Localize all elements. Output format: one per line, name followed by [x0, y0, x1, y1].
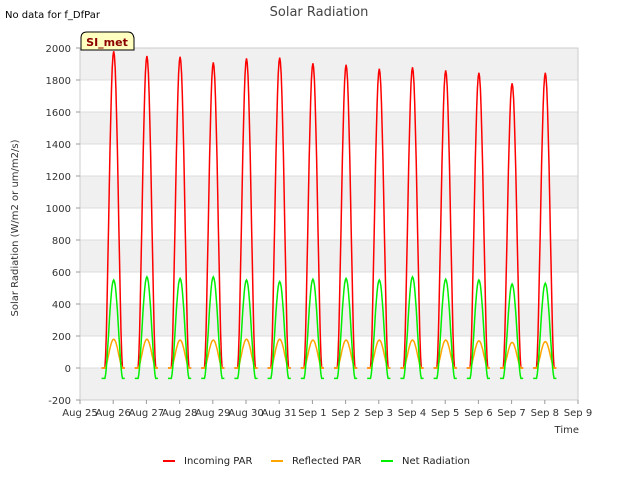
legend-label: Reflected PAR — [292, 456, 361, 467]
plot-frame — [79, 47, 579, 401]
legend-label: Net Radiation — [402, 456, 470, 467]
no-data-note: No data for f_DfPar — [5, 10, 101, 21]
badge: SI_met — [80, 31, 135, 51]
x-tick-label: Aug 26 — [95, 408, 130, 419]
y-tick-label: 1200 — [46, 172, 71, 183]
plot-band — [80, 176, 578, 208]
y-axis-ticks: -200 0 200 400 600 800 1000 1200 1400 1600 1800 200… — [46, 44, 80, 407]
y-tick-label: 1000 — [46, 204, 71, 215]
x-tick-label: Sep 1 — [298, 408, 326, 419]
y-tick-label: 1800 — [46, 76, 71, 87]
y-tick-label: 0 — [65, 364, 71, 375]
y-tick-label: 800 — [52, 236, 71, 247]
x-axis-title: Time — [554, 425, 579, 436]
x-tick-label: Aug 27 — [129, 408, 164, 419]
plot-band — [80, 240, 578, 272]
series-lines — [101, 51, 557, 380]
plot-band — [80, 112, 578, 144]
x-tick-label: Sep 4 — [398, 408, 426, 419]
x-tick-label: Aug 29 — [195, 408, 230, 419]
x-tick-label: Sep 3 — [365, 408, 393, 419]
legend: Incoming PAR Reflected PAR Net Radiation — [163, 456, 470, 467]
y-tick-label: 1600 — [46, 108, 71, 119]
y-tick-label: -200 — [48, 396, 71, 407]
series-line — [101, 275, 557, 380]
plot-band — [80, 304, 578, 336]
x-tick-label: Aug 28 — [162, 408, 197, 419]
y-axis-title: Solar Radiation (W/m2 or um/m2/s) — [10, 139, 21, 316]
badge-box — [80, 31, 135, 51]
x-tick-label: Sep 2 — [331, 408, 359, 419]
y-tick-label: 400 — [52, 300, 71, 311]
x-tick-label: Aug 25 — [62, 408, 97, 419]
y-tick-label: 600 — [52, 268, 71, 279]
x-tick-label: Sep 7 — [497, 408, 525, 419]
y-tick-label: 2000 — [46, 44, 71, 55]
x-tick-label: Sep 9 — [564, 408, 592, 419]
series-line — [101, 338, 557, 369]
chart-title: Solar Radiation — [270, 5, 369, 20]
y-tick-label: 1400 — [46, 140, 71, 151]
series-line — [101, 51, 557, 369]
x-tick-label: Sep 6 — [464, 408, 492, 419]
plot-band — [80, 368, 578, 400]
legend-label: Incoming PAR — [184, 456, 253, 467]
plot-band — [80, 48, 578, 80]
plot-bands — [80, 48, 578, 400]
x-tick-label: Sep 5 — [431, 408, 459, 419]
x-tick-label: Sep 8 — [531, 408, 559, 419]
x-tick-label: Aug 31 — [261, 408, 296, 419]
badge-label: SI_met — [86, 36, 128, 49]
y-tick-label: 200 — [52, 332, 71, 343]
x-tick-label: Aug 30 — [228, 408, 263, 419]
